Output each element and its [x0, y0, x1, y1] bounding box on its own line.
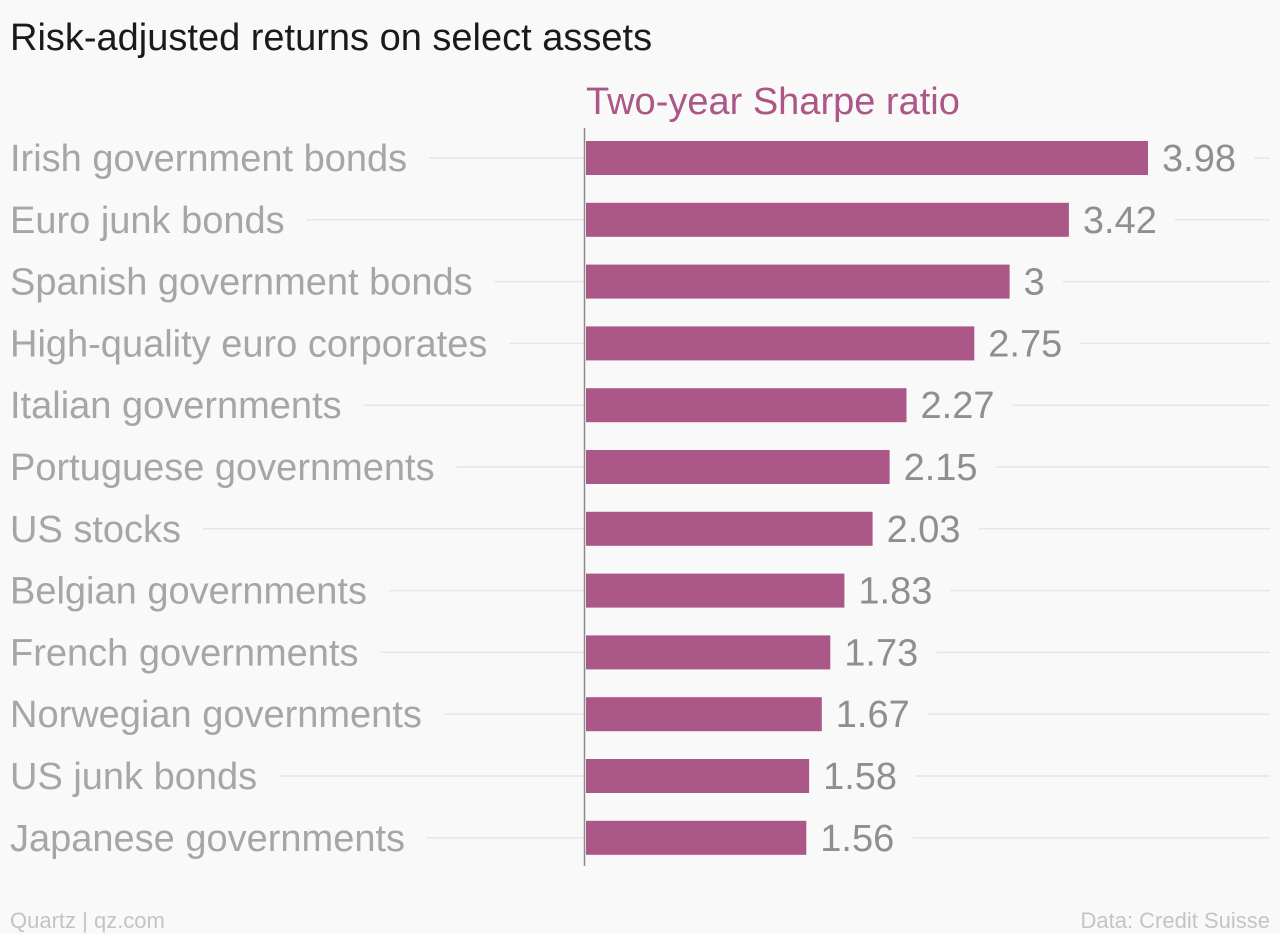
bar — [586, 573, 845, 608]
value-label: 1.56 — [820, 818, 894, 860]
bar — [586, 511, 873, 546]
value-label: 3.42 — [1083, 200, 1157, 242]
value-label: 3 — [1024, 262, 1045, 304]
value-label: 2.75 — [988, 323, 1062, 365]
value-label: 1.67 — [836, 694, 910, 736]
value-label: 1.83 — [858, 571, 932, 613]
footer-source: Data: Credit Suisse — [1080, 908, 1270, 933]
value-label: 3.98 — [1162, 138, 1236, 180]
category-label: French governments — [10, 632, 359, 674]
bar — [586, 450, 890, 484]
value-labels: 3.983.42 3 2.75 2.27 2.15 2.03 1.83 1.73 1.67 1.5… — [820, 138, 1236, 860]
value-label: 2.27 — [921, 385, 995, 427]
category-label: Irish government bonds — [10, 138, 407, 180]
category-label: Portuguese governments — [10, 447, 435, 489]
series-title: Two-year Sharpe ratio — [586, 81, 960, 123]
value-label: 1.58 — [823, 756, 897, 798]
bar — [586, 697, 822, 732]
category-label: Italian governments — [10, 385, 342, 427]
bar — [586, 388, 907, 423]
chart-title: Risk-adjusted returns on select assets — [10, 17, 652, 59]
category-labels: Irish government bonds Euro junk bonds Spa… — [10, 138, 487, 860]
category-label: High-quality euro corporates — [10, 323, 487, 365]
value-label: 2.03 — [887, 509, 961, 551]
bar — [586, 202, 1069, 237]
bar — [586, 264, 1010, 299]
bar — [586, 141, 1148, 175]
bars — [586, 141, 1148, 855]
gridlines — [203, 157, 1270, 839]
category-label: Belgian governments — [10, 571, 367, 613]
bar — [586, 759, 810, 793]
category-label: Japanese governments — [10, 818, 405, 860]
category-label: Norwegian governments — [10, 694, 422, 736]
category-label: US junk bonds — [10, 756, 257, 798]
value-label: 2.15 — [904, 447, 978, 489]
category-label: US stocks — [10, 509, 181, 551]
value-label: 1.73 — [844, 632, 918, 674]
bar — [586, 820, 807, 855]
category-label: Spanish government bonds — [10, 262, 473, 304]
bar — [586, 326, 975, 361]
bar — [586, 635, 831, 670]
category-label: Euro junk bonds — [10, 200, 285, 242]
footer-credit: Quartz | qz.com — [10, 908, 165, 933]
